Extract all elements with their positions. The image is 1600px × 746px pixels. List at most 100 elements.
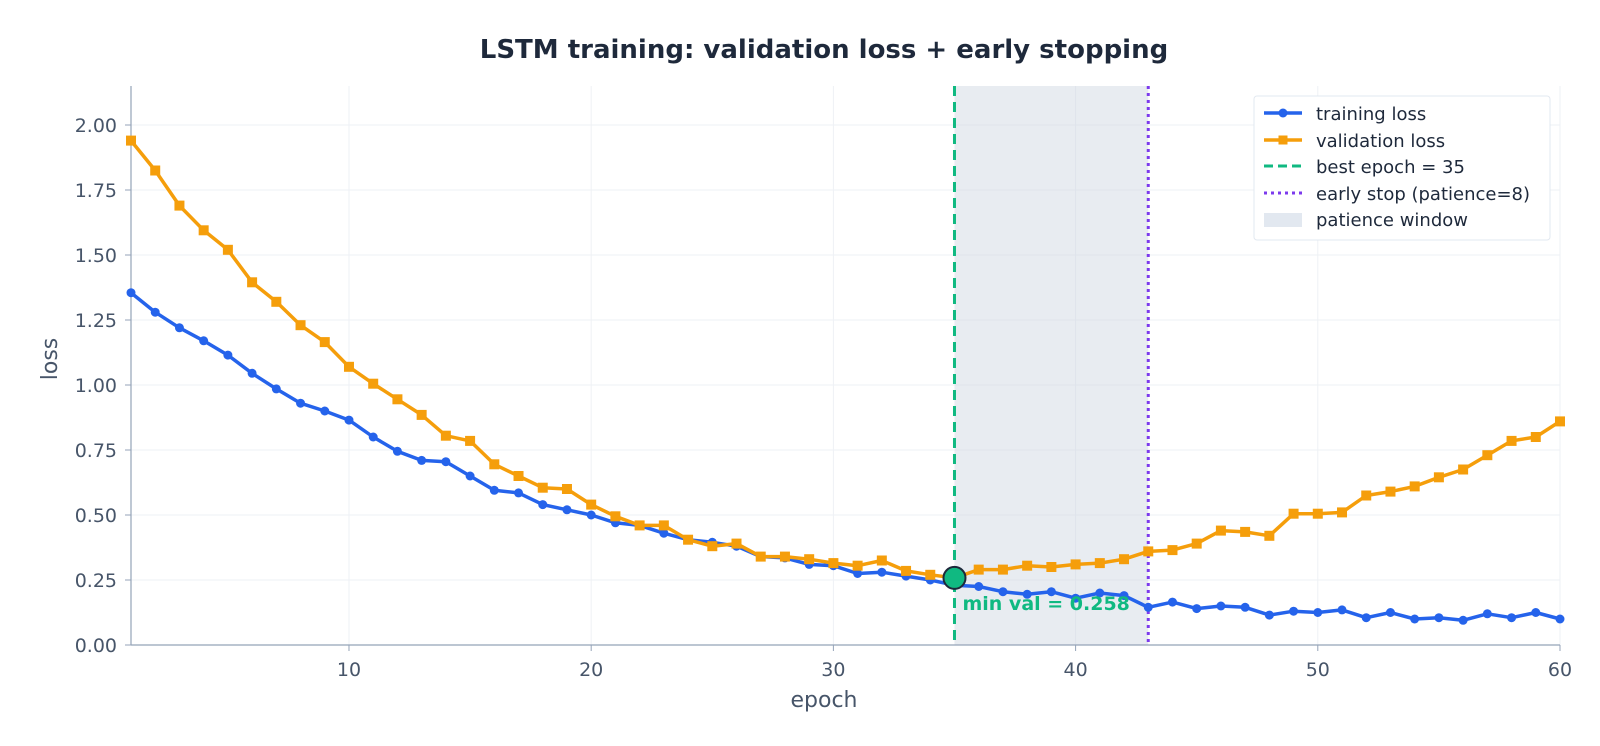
series-layer <box>126 135 1565 625</box>
y-tick-label: 1.50 <box>75 245 117 267</box>
y-tick-label: 1.00 <box>75 375 117 397</box>
data-point <box>1458 464 1469 475</box>
data-point <box>1482 609 1492 619</box>
data-point <box>440 430 451 441</box>
axes <box>130 86 1560 646</box>
data-point <box>1409 481 1420 492</box>
data-point <box>198 225 209 236</box>
data-point <box>683 534 694 545</box>
data-point <box>1215 525 1226 536</box>
data-point <box>828 558 839 569</box>
data-point <box>1022 560 1033 571</box>
data-point <box>465 471 475 481</box>
data-point <box>1482 450 1493 461</box>
data-point <box>465 435 476 446</box>
data-point <box>514 488 524 498</box>
data-point <box>1289 606 1299 616</box>
data-point <box>392 394 403 405</box>
data-point <box>925 569 936 580</box>
data-point <box>1046 587 1056 597</box>
data-point <box>1192 604 1202 614</box>
y-tick-label: 1.25 <box>75 310 117 332</box>
data-point <box>1191 538 1202 549</box>
data-point <box>876 555 887 566</box>
min-val-marker <box>942 565 967 590</box>
data-point <box>1361 490 1372 501</box>
data-point <box>1119 554 1130 565</box>
data-point <box>1410 614 1420 624</box>
data-point <box>1530 432 1541 442</box>
data-point <box>271 296 282 307</box>
data-point <box>1143 546 1154 557</box>
legend-early-stop-label: early stop (patience=8) <box>1316 184 1530 205</box>
data-point <box>1361 613 1371 623</box>
x-tick-label: 30 <box>821 659 845 681</box>
data-point <box>1094 558 1105 569</box>
data-point <box>1070 559 1081 570</box>
legend-training-label: training loss <box>1316 104 1426 125</box>
legend-patience-swatch <box>1264 213 1302 227</box>
data-point <box>658 520 669 531</box>
data-point <box>1385 608 1395 617</box>
data-point <box>1240 526 1251 537</box>
data-point <box>1312 508 1323 519</box>
data-point <box>1216 601 1226 611</box>
legend-frame <box>1253 95 1551 241</box>
data-point <box>974 582 984 591</box>
data-point <box>1337 605 1347 615</box>
legend: training loss validation loss best epoch… <box>1253 95 1551 241</box>
data-point <box>634 520 645 531</box>
data-point <box>1506 435 1517 446</box>
data-point <box>1264 610 1274 620</box>
legend-validation-marker <box>1278 135 1288 145</box>
data-point <box>126 135 136 146</box>
legend-best-epoch-label: best epoch = 35 <box>1316 157 1465 178</box>
data-point <box>271 384 281 394</box>
data-point <box>150 165 161 176</box>
data-point <box>877 567 887 577</box>
data-point <box>1143 602 1153 612</box>
data-point <box>1458 615 1468 625</box>
x-tick-label: 20 <box>579 659 603 681</box>
data-point <box>489 485 499 495</box>
data-point <box>1555 416 1565 427</box>
data-point <box>174 323 184 333</box>
data-point <box>417 455 427 465</box>
data-point <box>416 409 427 420</box>
data-point <box>997 564 1008 575</box>
patience-window-band <box>954 86 1149 645</box>
data-point <box>1288 508 1299 519</box>
min-val-annotation: min val = 0.258 <box>962 593 1129 615</box>
data-point <box>150 307 160 317</box>
series-line <box>129 291 1561 623</box>
y-tick-label: 0.75 <box>75 440 117 462</box>
data-point <box>1337 507 1348 518</box>
series-validation-loss <box>126 135 1565 583</box>
data-point <box>1071 593 1081 603</box>
data-point <box>610 511 621 522</box>
data-point <box>1022 589 1032 599</box>
data-point <box>561 484 572 494</box>
data-point <box>537 482 548 493</box>
data-point <box>441 457 451 467</box>
data-point <box>320 406 330 416</box>
legend-patience-label: patience window <box>1316 210 1468 231</box>
x-tick-label: 60 <box>1548 659 1572 681</box>
y-tick-label: 2.00 <box>75 115 117 137</box>
x-axis-label: epoch <box>791 688 858 713</box>
data-point <box>562 505 572 515</box>
data-point <box>392 446 402 456</box>
data-point <box>779 551 790 562</box>
data-point <box>731 538 742 549</box>
data-point <box>1555 614 1565 624</box>
legend-training-marker <box>1278 108 1288 118</box>
data-point <box>343 361 354 372</box>
data-point <box>174 200 185 211</box>
data-point <box>1433 472 1444 483</box>
data-point <box>901 565 912 576</box>
data-point <box>538 500 548 510</box>
data-point <box>804 554 815 565</box>
data-point <box>344 415 354 425</box>
data-point <box>222 244 233 255</box>
